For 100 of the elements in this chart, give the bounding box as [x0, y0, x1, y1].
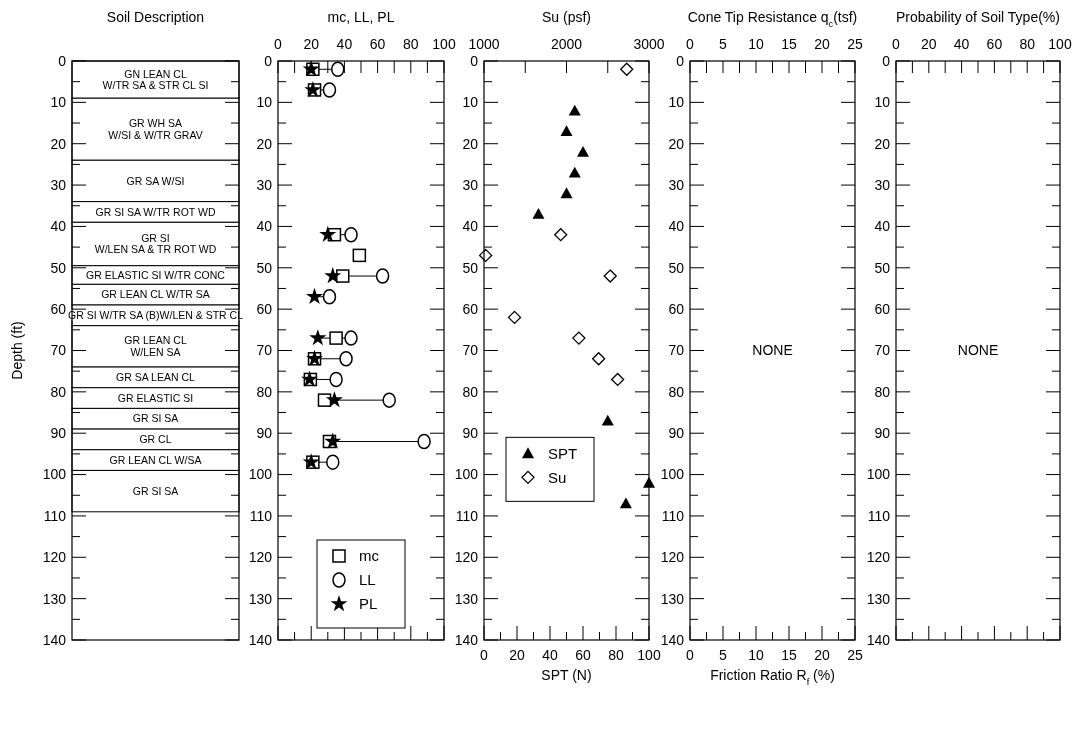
y-tick-label: 30	[668, 176, 685, 193]
y-tick-label: 20	[874, 135, 891, 152]
data-label: GR SA W/SI	[126, 174, 185, 187]
y-tick-label: 10	[256, 94, 273, 111]
y-tick-label: 100	[248, 466, 273, 483]
x-tick-label: 10	[748, 647, 764, 663]
data-label: GR CL	[139, 433, 172, 446]
y-tick-label: 110	[455, 507, 479, 524]
x-tick-label: 40	[336, 36, 353, 52]
y-tick-label: 50	[50, 259, 67, 276]
y-tick-label: 30	[874, 176, 891, 193]
x-axis-title: SPT (N)	[541, 667, 592, 683]
y-tick-label: 0	[882, 52, 891, 69]
x-tick-label: 100	[1048, 36, 1072, 52]
y-tick-label: 80	[50, 383, 67, 400]
y-tick-label: 140	[248, 631, 273, 648]
y-tick-label: 100	[660, 466, 685, 483]
y-tick-label: 60	[668, 301, 685, 318]
y-tick-label: 140	[866, 631, 891, 648]
x-tick-label: 20	[303, 36, 320, 52]
y-tick-label: 40	[874, 218, 891, 235]
y-tick-label: 10	[462, 94, 479, 111]
annotation: NONE	[957, 342, 999, 359]
y-tick-label: 140	[42, 631, 67, 648]
y-tick-label: 50	[462, 259, 479, 276]
y-tick-label: 0	[58, 52, 67, 69]
y-tick-label: 140	[454, 631, 479, 648]
y-tick-label: 110	[249, 507, 273, 524]
x-tick-label: 25	[847, 647, 863, 663]
x-tick-label: 20	[509, 647, 525, 663]
y-tick-label: 120	[454, 549, 479, 566]
y-tick-label: 70	[874, 342, 891, 359]
x-tick-label: 20	[921, 36, 937, 52]
x-tick-label: 0	[480, 647, 489, 663]
y-tick-label: 100	[866, 466, 891, 483]
x-tick-label: 0	[274, 36, 283, 52]
y-tick-label: 70	[256, 342, 273, 359]
y-tick-label: 120	[866, 549, 891, 566]
y-tick-label: 10	[874, 94, 891, 111]
x2-axis-title: Cone Tip Resistance q$_{c}$(tsf)	[687, 9, 858, 29]
y-tick-label: 40	[50, 218, 67, 235]
y-tick-label: 90	[874, 425, 891, 442]
x-tick-label: 40	[953, 36, 970, 52]
y-tick-label: 80	[256, 383, 273, 400]
data-label: GR LEAN CL W/LEN SA	[124, 334, 187, 358]
y-tick-label: 110	[43, 507, 67, 524]
y-tick-label: 0	[470, 52, 479, 69]
y-tick-label: 90	[256, 425, 273, 442]
y-tick-label: 40	[256, 218, 273, 235]
x-tick-label: 100	[637, 647, 661, 663]
y-tick-label: 20	[50, 135, 67, 152]
y-tick-label: 50	[668, 259, 685, 276]
data-label: GR SI SA	[132, 412, 179, 425]
y-tick-label: 60	[50, 301, 67, 318]
x2-tick-label: 3000	[633, 36, 665, 52]
y-tick-label: 80	[668, 383, 685, 400]
x-tick-label: 5	[719, 647, 728, 663]
x-tick-label: 80	[403, 36, 419, 52]
x-tick-label: 80	[608, 647, 624, 663]
x2-tick-label: 1000	[468, 36, 500, 52]
y-tick-label: 10	[50, 94, 67, 111]
y-tick-label: 40	[668, 218, 685, 235]
y-tick-label: 140	[660, 631, 685, 648]
y-tick-label: 90	[462, 425, 479, 442]
y-tick-label: 80	[874, 383, 891, 400]
x2-axis-title: Su (psf)	[541, 9, 592, 25]
data-label: GR LEAN CL W/SA	[109, 453, 202, 466]
x-axis-title: Probability of Soil Type(%)	[896, 9, 1060, 25]
y-tick-label: 130	[42, 590, 67, 607]
x-tick-label: 80	[1019, 36, 1036, 52]
data-label: GR ELASTIC SI W/TR CONC	[86, 268, 226, 281]
y-tick-label: 30	[50, 176, 67, 193]
y-tick-label: 130	[248, 590, 273, 607]
y-tick-label: 100	[42, 466, 67, 483]
y-tick-label: 70	[50, 342, 67, 359]
y-tick-label: 120	[42, 549, 67, 566]
y-tick-label: 90	[668, 425, 685, 442]
legend-label: Su	[548, 468, 567, 486]
y-axis-title: Depth (ft)	[9, 321, 25, 380]
data-label: GR SI SA	[132, 484, 179, 497]
data-label: GR WH SA W/SI & W/TR GRAV	[108, 117, 203, 141]
legend-label: mc	[359, 547, 380, 565]
x-tick-label: 20	[814, 647, 830, 663]
x-tick-label: 100	[432, 36, 456, 52]
data-label: GR ELASTIC SI	[117, 391, 194, 404]
y-tick-label: 130	[454, 590, 479, 607]
y-tick-label: 20	[668, 135, 685, 152]
legend-label: PL	[359, 595, 378, 613]
y-tick-label: 70	[668, 342, 685, 359]
y-tick-label: 70	[462, 342, 479, 359]
y-tick-label: 130	[866, 590, 891, 607]
annotation: NONE	[752, 342, 793, 359]
y-tick-label: 100	[454, 466, 479, 483]
y-tick-label: 50	[256, 259, 273, 276]
y-tick-label: 130	[660, 590, 685, 607]
y-tick-label: 80	[462, 383, 479, 400]
y-tick-label: 110	[661, 507, 685, 524]
x-tick-label: 40	[542, 647, 558, 663]
x-axis-title: mc, LL, PL	[327, 9, 395, 25]
x-tick-label: 60	[575, 647, 591, 663]
